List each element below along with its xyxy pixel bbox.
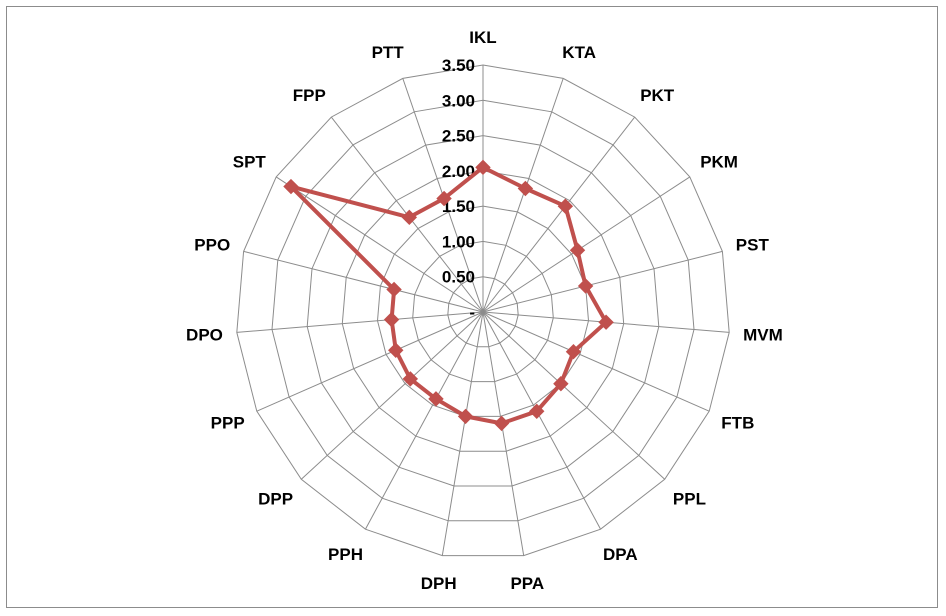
data-point-marker: [517, 180, 534, 197]
category-label: DPP: [258, 489, 293, 508]
data-point-marker: [569, 242, 586, 258]
grid-spoke: [482, 78, 564, 313]
category-label: IKL: [469, 28, 496, 47]
tick-label: 0.50: [442, 268, 475, 287]
data-point-marker: [283, 178, 299, 195]
tick-label: 3.00: [442, 91, 475, 110]
data-point-marker: [598, 314, 614, 330]
series-layer: [283, 159, 614, 432]
category-label: DPH: [421, 574, 457, 593]
data-point-marker: [577, 278, 594, 294]
grid-spoke: [256, 311, 484, 412]
data-point-marker: [402, 371, 419, 387]
grid-spoke: [482, 311, 666, 480]
category-label: KTA: [562, 43, 596, 62]
category-label: FPP: [293, 86, 326, 105]
grid-spoke: [236, 311, 484, 333]
category-label: FTB: [721, 414, 754, 433]
data-point-marker: [386, 281, 402, 298]
grid-spoke: [364, 311, 484, 530]
category-label: PKM: [700, 153, 738, 172]
category-label: SPT: [233, 153, 267, 172]
grid-spoke: [482, 116, 636, 313]
data-point-marker: [401, 209, 418, 226]
category-label: PTT: [372, 43, 405, 62]
tick-label: -: [469, 303, 475, 322]
grid-ring: [341, 170, 625, 452]
category-label: MVM: [743, 326, 783, 345]
data-point-marker: [457, 408, 474, 425]
tick-label: 2.50: [442, 127, 475, 146]
data-point-marker: [388, 342, 404, 358]
grid-ring: [236, 64, 730, 557]
data-point-marker: [493, 415, 510, 432]
grid-ring: [376, 205, 590, 417]
category-label: PPO: [194, 236, 230, 255]
data-point-marker: [557, 198, 574, 214]
grid-spoke: [243, 250, 484, 313]
grid-spoke: [275, 176, 484, 313]
category-label: PPH: [328, 545, 363, 564]
grid-spoke: [482, 311, 525, 556]
tick-label: 2.00: [442, 162, 475, 181]
data-point-marker: [428, 391, 444, 407]
grid-spoke: [300, 311, 484, 480]
category-label: PPP: [211, 414, 245, 433]
tick-label: 3.50: [442, 56, 475, 75]
grid-ring: [271, 99, 695, 522]
grid-spoke: [441, 311, 484, 556]
category-label: DPA: [603, 545, 638, 564]
category-label: PPL: [673, 489, 706, 508]
data-point-marker: [436, 190, 452, 207]
data-point-marker: [383, 311, 400, 328]
grid-ring: [412, 240, 554, 383]
category-label: DPO: [186, 326, 223, 345]
category-label: PST: [736, 236, 770, 255]
data-point-marker: [529, 403, 545, 420]
data-point-marker: [475, 159, 491, 176]
grid-ring: [447, 276, 519, 348]
data-point-marker: [553, 375, 569, 392]
grid-spoke: [482, 311, 602, 530]
grid-spoke: [482, 250, 723, 313]
radar-grid: [236, 64, 730, 557]
grid-spoke: [482, 311, 710, 412]
radial-tick-labels: - 0.50 1.00 1.50 2.00 2.50 3.00 3.50: [442, 56, 475, 322]
tick-label: 1.00: [442, 232, 475, 251]
category-labels: IKL KTA PKT PKM PST MVM FTB PPL DPA PPA DPH PPH DPP P…: [186, 28, 783, 593]
chart-area: [6, 6, 938, 608]
data-point-marker: [565, 343, 582, 360]
grid-spoke: [482, 176, 691, 313]
category-label: PPA: [510, 574, 544, 593]
category-label: PKT: [640, 86, 675, 105]
tick-label: 1.50: [442, 197, 475, 216]
